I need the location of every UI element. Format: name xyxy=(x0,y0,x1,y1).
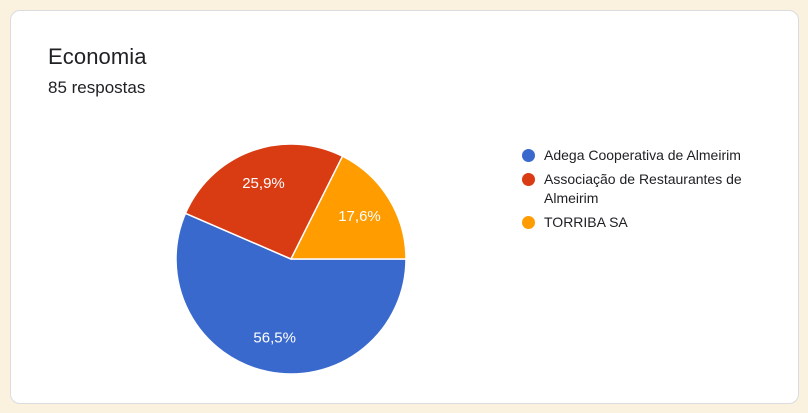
legend-item-2: TORRIBA SA xyxy=(522,213,784,233)
legend-item-label: TORRIBA SA xyxy=(544,213,628,230)
question-title: Economia xyxy=(48,44,147,69)
legend-bullet-icon xyxy=(522,172,535,186)
legend-bullet-icon xyxy=(522,215,535,229)
pie-chart: 56,5% 25,9% 17,6% xyxy=(171,139,411,379)
legend-bullet-icon xyxy=(522,149,535,162)
legend-item-0: Adega Cooperativa de Almeirim xyxy=(522,146,784,166)
legend-item-label: Adega Cooperativa de Almeirim xyxy=(544,147,741,163)
pie-slice-2[interactable] xyxy=(290,155,407,260)
pie-slice-label-0: 56,5% xyxy=(253,329,296,346)
pie-slice-1[interactable] xyxy=(184,143,344,260)
question-summary-card: Economia 85 respostas 56,5% 25,9% 17,6% Ad… xyxy=(10,10,799,404)
pie-slice-label-2: 17,6% xyxy=(338,208,381,225)
pie-slice-0[interactable] xyxy=(175,212,407,375)
chart-legend: Adega Cooperativa de Almeirim Associação … xyxy=(522,146,784,232)
response-count: 85 respostas xyxy=(48,78,146,97)
legend-item-1: Associação de Restaurantes de Almeirim xyxy=(522,170,784,209)
legend-item-label: Associação de Restaurantes de Almeirim xyxy=(544,170,742,207)
pie-slice-label-1: 25,9% xyxy=(242,175,285,192)
